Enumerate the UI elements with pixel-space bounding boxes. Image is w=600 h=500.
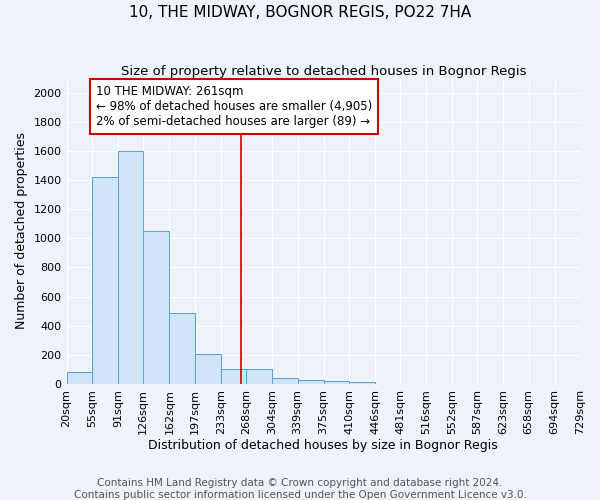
Bar bbox=[298, 380, 323, 384]
Bar bbox=[118, 151, 143, 384]
Bar bbox=[323, 381, 349, 384]
Bar bbox=[272, 378, 298, 384]
Bar bbox=[143, 231, 169, 384]
Text: 10 THE MIDWAY: 261sqm
← 98% of detached houses are smaller (4,905)
2% of semi-de: 10 THE MIDWAY: 261sqm ← 98% of detached … bbox=[95, 86, 372, 128]
Bar bbox=[246, 368, 272, 384]
Title: Size of property relative to detached houses in Bognor Regis: Size of property relative to detached ho… bbox=[121, 65, 526, 78]
Bar bbox=[195, 354, 221, 384]
Bar bbox=[92, 177, 118, 384]
Bar bbox=[169, 312, 195, 384]
Bar bbox=[221, 368, 246, 384]
X-axis label: Distribution of detached houses by size in Bognor Regis: Distribution of detached houses by size … bbox=[148, 440, 498, 452]
Bar bbox=[349, 382, 375, 384]
Bar bbox=[67, 372, 92, 384]
Text: 10, THE MIDWAY, BOGNOR REGIS, PO22 7HA: 10, THE MIDWAY, BOGNOR REGIS, PO22 7HA bbox=[129, 5, 471, 20]
Y-axis label: Number of detached properties: Number of detached properties bbox=[15, 132, 28, 330]
Text: Contains HM Land Registry data © Crown copyright and database right 2024.
Contai: Contains HM Land Registry data © Crown c… bbox=[74, 478, 526, 500]
